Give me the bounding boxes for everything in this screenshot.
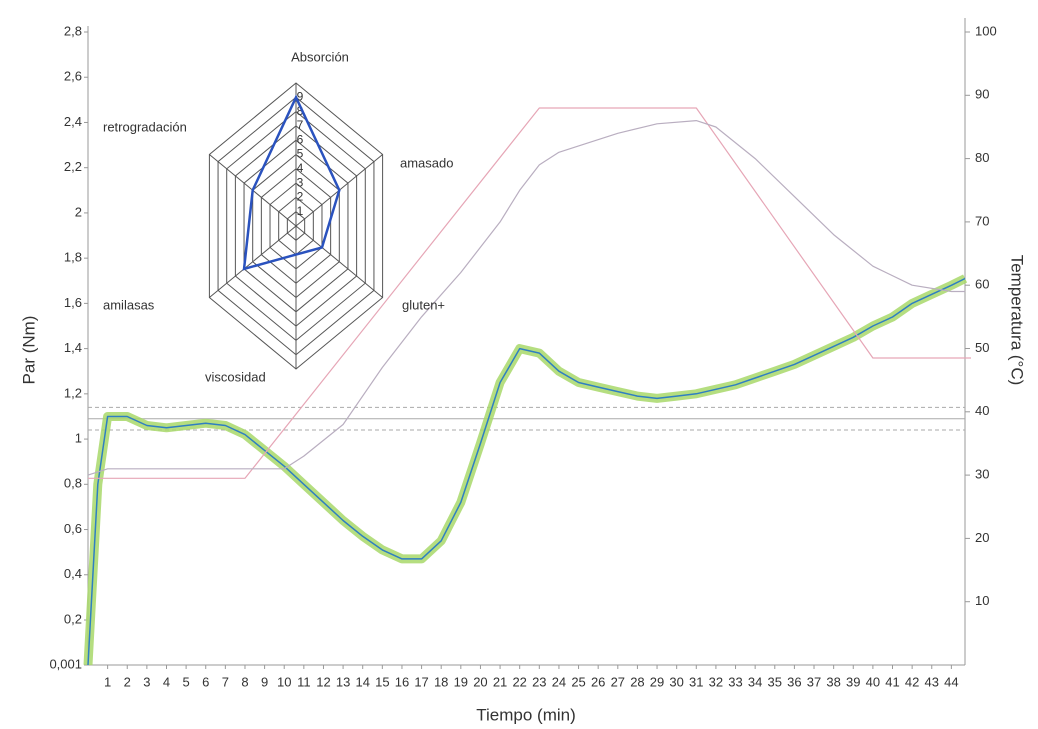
y2-tick-label: 70 <box>975 213 989 228</box>
x-tick-label: 31 <box>689 674 703 689</box>
radar-axis-label: amilasas <box>103 297 155 312</box>
x-tick-label: 21 <box>493 674 507 689</box>
x-tick-label: 34 <box>748 674 762 689</box>
x-axis-label: Tiempo (min) <box>476 705 576 724</box>
x-tick-label: 30 <box>669 674 683 689</box>
radar-axis-label: Absorción <box>291 49 349 64</box>
series-band <box>83 274 968 666</box>
x-tick-label: 3 <box>143 674 150 689</box>
y-tick-label: 0,001 <box>49 656 82 671</box>
series-line <box>87 120 966 476</box>
x-tick-label: 4 <box>163 674 170 689</box>
x-tick-label: 29 <box>650 674 664 689</box>
y-tick-label: 1,2 <box>64 385 82 400</box>
y-tick-label: 2,6 <box>64 69 82 84</box>
y2-tick-label: 40 <box>975 403 989 418</box>
radar-tick-label: 1 <box>297 204 304 218</box>
x-tick-label: 10 <box>277 674 291 689</box>
radar-tick-label: 7 <box>297 118 304 132</box>
radar-tick-label: 9 <box>297 89 304 103</box>
radar-axis-label: viscosidad <box>205 369 266 384</box>
y2-axis-label: Temperatura (°C) <box>1008 255 1027 386</box>
y-tick-label: 1,8 <box>64 250 82 265</box>
x-tick-label: 13 <box>336 674 350 689</box>
y2-tick-label: 10 <box>975 593 989 608</box>
y-tick-label: 0,6 <box>64 521 82 536</box>
series-line <box>88 107 971 479</box>
x-tick-label: 5 <box>182 674 189 689</box>
y-tick-label: 1 <box>75 431 82 446</box>
x-tick-label: 42 <box>905 674 919 689</box>
y-tick-label: 0,2 <box>64 611 82 626</box>
x-tick-label: 40 <box>866 674 880 689</box>
y2-tick-label: 80 <box>975 150 989 165</box>
x-tick-label: 39 <box>846 674 860 689</box>
x-tick-label: 28 <box>630 674 644 689</box>
radar-values <box>242 94 341 271</box>
y-tick-label: 0,8 <box>64 476 82 491</box>
radar-tick-label: 6 <box>297 132 304 146</box>
x-tick-label: 35 <box>768 674 782 689</box>
x-tick-label: 25 <box>571 674 585 689</box>
y-tick-label: 1,4 <box>64 340 82 355</box>
x-tick-label: 37 <box>807 674 821 689</box>
y-tick-label: 1,6 <box>64 295 82 310</box>
x-tick-label: 2 <box>124 674 131 689</box>
x-tick-label: 22 <box>512 674 526 689</box>
y-tick-label: 0,4 <box>64 566 82 581</box>
x-tick-label: 41 <box>885 674 899 689</box>
x-tick-label: 38 <box>826 674 840 689</box>
x-tick-label: 19 <box>454 674 468 689</box>
x-tick-label: 44 <box>944 674 958 689</box>
radar-spoke <box>209 225 297 298</box>
radar-tick-label: 5 <box>297 147 304 161</box>
x-tick-label: 15 <box>375 674 389 689</box>
x-tick-label: 27 <box>611 674 625 689</box>
x-tick-label: 16 <box>395 674 409 689</box>
x-tick-label: 8 <box>241 674 248 689</box>
radar-tick-label: 4 <box>297 161 304 175</box>
x-tick-label: 33 <box>728 674 742 689</box>
y-tick-label: 2,2 <box>64 159 82 174</box>
y2-tick-label: 60 <box>975 277 989 292</box>
radar-axis-label: gluten+ <box>402 297 445 312</box>
radar-spoke <box>295 225 383 298</box>
y2-tick-label: 90 <box>975 87 989 102</box>
x-tick-label: 36 <box>787 674 801 689</box>
x-tick-label: 6 <box>202 674 209 689</box>
radar-axis-label: amasado <box>400 155 453 170</box>
y2-tick-label: 100 <box>975 23 997 38</box>
y-tick-label: 2 <box>75 204 82 219</box>
x-tick-label: 17 <box>414 674 428 689</box>
x-tick-label: 9 <box>261 674 268 689</box>
y2-tick-label: 50 <box>975 340 989 355</box>
y2-tick-label: 20 <box>975 530 989 545</box>
radar-tick-label: 3 <box>297 175 304 189</box>
radar-tick-label: 2 <box>297 190 304 204</box>
radar-axis-label: retrogradación <box>103 119 187 134</box>
x-tick-label: 7 <box>222 674 229 689</box>
x-tick-label: 18 <box>434 674 448 689</box>
x-tick-label: 1 <box>104 674 111 689</box>
y-tick-label: 2,4 <box>64 114 82 129</box>
y2-tick-label: 30 <box>975 467 989 482</box>
x-tick-label: 23 <box>532 674 546 689</box>
x-tick-label: 12 <box>316 674 330 689</box>
x-tick-label: 11 <box>297 674 311 689</box>
x-tick-label: 24 <box>552 674 566 689</box>
y-tick-label: 2,8 <box>64 23 82 38</box>
radar-tick-label: 8 <box>297 104 304 118</box>
x-tick-label: 26 <box>591 674 605 689</box>
x-tick-label: 32 <box>709 674 723 689</box>
x-tick-label: 43 <box>925 674 939 689</box>
x-tick-label: 20 <box>473 674 487 689</box>
x-tick-label: 14 <box>355 674 369 689</box>
y-axis-label: Par (Nm) <box>19 316 38 385</box>
series-line <box>87 277 966 666</box>
